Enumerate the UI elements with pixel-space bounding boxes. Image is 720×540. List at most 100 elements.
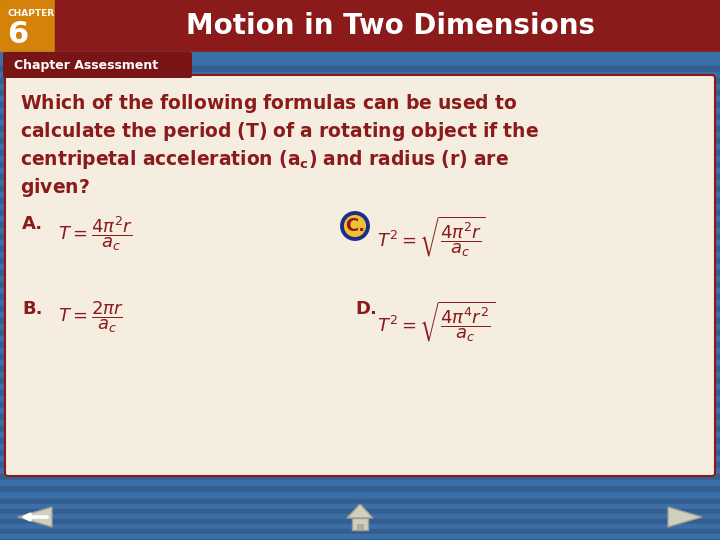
FancyBboxPatch shape [3,52,192,78]
Bar [0,66,720,72]
Bar [0,0,720,6]
Bar [0,90,720,96]
Text: $\mathbf{Which\ of\ the\ following\ formulas\ can\ be\ used\ to}$: $\mathbf{Which\ of\ the\ following\ form… [20,92,517,115]
Bar [0,426,720,432]
Bar [352,518,368,530]
Bar [0,498,720,504]
Bar [0,18,720,24]
Polygon shape [18,507,52,527]
Bar [0,510,720,516]
Bar [0,198,720,204]
Bar [0,96,720,102]
Bar [0,514,720,519]
Bar [0,78,720,84]
Bar [0,450,720,456]
Bar [0,432,720,438]
Bar [0,180,720,186]
Bar [0,132,720,138]
Bar [0,54,720,60]
Bar [0,522,720,528]
Bar [0,156,720,162]
Bar [0,504,720,510]
Bar [0,414,720,420]
Bar [0,120,720,126]
Bar [0,348,720,354]
Bar [0,474,720,480]
Bar [0,408,720,414]
Bar [0,138,720,144]
Text: $\mathbf{calculate\ the\ period\ (}$$\mathit{\mathbf{T}}$$\mathbf{)\ of\ a\ rota: $\mathbf{calculate\ the\ period\ (}$$\ma… [20,120,539,143]
Polygon shape [347,504,373,518]
Text: C.: C. [345,217,365,235]
Bar [0,534,720,539]
Bar [0,36,720,42]
Bar [0,480,720,486]
Bar [0,516,720,522]
Bar [0,378,720,384]
Bar [0,420,720,426]
Bar [0,438,720,444]
Bar [0,312,720,318]
Bar [0,529,720,534]
Bar [0,276,720,282]
Bar [0,300,720,306]
Bar [0,126,720,132]
Bar [0,456,720,462]
Bar [0,42,720,48]
Bar [0,468,720,474]
Text: $\mathbf{centripetal\ acceleration\ (}$$\mathit{\mathbf{a_c}}$$\mathbf{)\ and\ r: $\mathbf{centripetal\ acceleration\ (}$$… [20,148,509,171]
Text: A.: A. [22,215,43,233]
Bar [0,210,720,216]
Circle shape [342,213,368,239]
Bar [0,144,720,150]
Bar [0,270,720,276]
Bar [0,534,720,540]
Bar [0,492,720,498]
Bar [0,336,720,342]
Text: $\mathit{T}^2 = \sqrt{\dfrac{4\pi^2 r}{a_c}}$: $\mathit{T}^2 = \sqrt{\dfrac{4\pi^2 r}{a… [377,214,486,259]
Bar [0,114,720,120]
Bar [0,52,720,60]
Bar [0,504,720,509]
Bar [0,282,720,288]
Text: $\mathit{T} = \dfrac{4\pi^2 r}{a_c}$: $\mathit{T} = \dfrac{4\pi^2 r}{a_c}$ [58,214,133,253]
Bar [0,252,720,258]
Bar [0,246,720,252]
Bar [0,24,720,30]
Bar [0,354,720,360]
Text: D.: D. [355,300,377,318]
Bar [0,390,720,396]
Bar [0,192,720,198]
Bar [0,264,720,270]
Bar [0,366,720,372]
Bar [0,48,720,54]
Bar [55,0,720,52]
Bar [0,234,720,240]
Polygon shape [668,507,702,527]
FancyBboxPatch shape [5,75,715,476]
Bar [0,306,720,312]
Bar [0,6,720,12]
Bar [0,486,720,492]
Bar [0,539,720,540]
Bar [0,524,720,529]
Bar [0,60,720,66]
Bar [0,519,720,524]
Bar [0,499,720,504]
Text: Chapter Assessment: Chapter Assessment [14,58,158,71]
Bar [0,402,720,408]
Text: $\mathbf{given?}$: $\mathbf{given?}$ [20,176,90,199]
Bar [0,288,720,294]
Bar [0,509,720,514]
Text: $\mathit{T} = \dfrac{2\pi r}{a_c}$: $\mathit{T} = \dfrac{2\pi r}{a_c}$ [58,299,124,335]
Bar [0,228,720,234]
Bar [0,102,720,108]
Bar [0,216,720,222]
Bar [0,12,720,18]
Text: 6: 6 [7,20,28,49]
Bar [0,444,720,450]
Text: B.: B. [22,300,42,318]
Bar [0,528,720,534]
Text: $\mathit{T}^2 = \sqrt{\dfrac{4\pi^4 r^2}{a_c}}$: $\mathit{T}^2 = \sqrt{\dfrac{4\pi^4 r^2}… [377,299,495,343]
Bar [357,524,363,530]
